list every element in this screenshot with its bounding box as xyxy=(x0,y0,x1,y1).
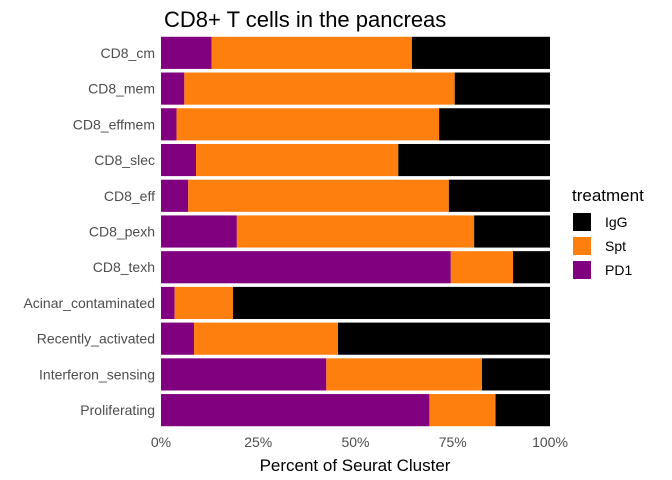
x-tick-label: 0% xyxy=(151,434,171,450)
y-tick-label: Recently_activated xyxy=(37,331,155,347)
legend-items: IgG Spt PD1 xyxy=(573,213,632,279)
bar-segment xyxy=(161,358,327,391)
bar-segment xyxy=(513,251,550,284)
bar-segment xyxy=(211,36,412,69)
y-tick-label: CD8_eff xyxy=(104,188,155,204)
y-tick-label: Interferon_sensing xyxy=(39,366,155,382)
bar-segment xyxy=(161,322,195,355)
x-axis-title: Percent of Seurat Cluster xyxy=(260,456,451,475)
y-tick-labels: CD8_cm CD8_mem CD8_effmem CD8_slec CD8_eff CD… xyxy=(23,45,155,418)
bar-segment xyxy=(481,358,550,391)
y-tick-label: CD8_slec xyxy=(94,152,155,168)
bar-segment xyxy=(161,394,430,427)
bars-layer xyxy=(161,36,550,427)
legend-label: PD1 xyxy=(605,262,632,278)
legend-key xyxy=(573,237,591,255)
bar-segment xyxy=(184,72,455,105)
bar-segment xyxy=(196,143,399,177)
bar-segment xyxy=(161,143,197,177)
x-tick-label: 75% xyxy=(439,434,467,450)
bar-segment xyxy=(188,179,449,212)
legend-label: Spt xyxy=(605,238,626,254)
y-tick-label: CD8_effmem xyxy=(73,116,155,132)
bar-segment xyxy=(161,72,185,105)
bar-segment xyxy=(161,215,237,248)
y-tick-label: CD8_cm xyxy=(101,45,155,61)
bar-segment xyxy=(161,108,177,141)
y-tick-label: Proliferating xyxy=(80,402,155,418)
bar-segment xyxy=(161,36,212,69)
chart-title: CD8+ T cells in the pancreas xyxy=(164,7,446,32)
bar-segment xyxy=(161,179,189,212)
bar-segment xyxy=(398,143,550,177)
bar-segment xyxy=(232,286,550,320)
legend-key xyxy=(573,261,591,279)
bar-segment xyxy=(194,322,338,355)
legend-title: treatment xyxy=(572,186,644,205)
bar-segment xyxy=(439,108,550,141)
bar-segment xyxy=(495,394,550,427)
y-tick-label: CD8_texh xyxy=(93,259,155,275)
bar-segment xyxy=(174,286,233,320)
bar-segment xyxy=(454,72,550,105)
bar-segment xyxy=(236,215,475,248)
legend-key xyxy=(573,213,591,231)
bar-segment xyxy=(474,215,550,248)
bar-segment xyxy=(161,286,175,320)
bar-segment xyxy=(429,394,496,427)
y-tick-label: CD8_mem xyxy=(88,81,155,97)
y-tick-label: Acinar_contaminated xyxy=(23,295,155,311)
bar-segment xyxy=(448,179,550,212)
y-tick-label: CD8_pexh xyxy=(89,224,155,240)
bar-segment xyxy=(411,36,550,69)
bar-segment xyxy=(161,251,451,284)
x-tick-label: 25% xyxy=(244,434,272,450)
legend-label: IgG xyxy=(605,214,628,230)
x-tick-label: 100% xyxy=(532,434,568,450)
bar-segment xyxy=(326,358,482,391)
x-tick-labels: 0% 25% 50% 75% 100% xyxy=(151,434,568,450)
bar-segment xyxy=(450,251,514,284)
x-tick-label: 50% xyxy=(341,434,369,450)
bar-segment xyxy=(176,108,440,141)
legend: treatment IgG Spt PD1 xyxy=(572,186,644,279)
bar-segment xyxy=(338,322,550,355)
